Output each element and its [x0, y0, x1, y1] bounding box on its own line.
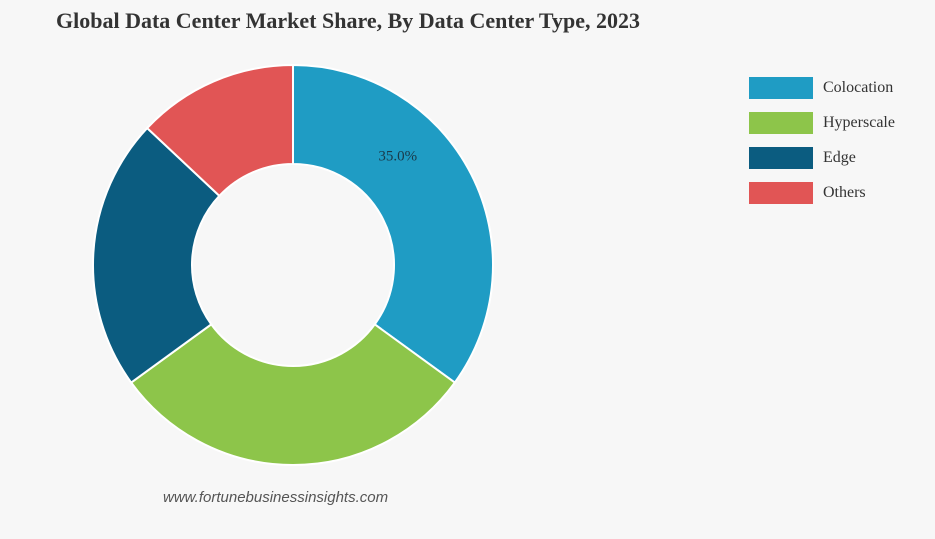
legend-item-edge[interactable]: Edge — [749, 146, 895, 170]
legend-item-hyperscale[interactable]: Hyperscale — [749, 111, 895, 135]
legend-label-hyperscale: Hyperscale — [823, 114, 895, 131]
slice-edge[interactable] — [92, 126, 221, 384]
slice-colocation[interactable] — [292, 63, 494, 384]
source-watermark: www.fortunebusinessinsights.com — [163, 489, 389, 506]
slice-hyperscale[interactable] — [129, 322, 457, 466]
legend-item-colocation[interactable]: Colocation — [749, 76, 895, 100]
legend-label-colocation: Colocation — [823, 79, 894, 96]
legend-item-others[interactable]: Others — [749, 181, 895, 205]
data-label-colocation: 35.0% — [378, 148, 417, 164]
legend-label-edge: Edge — [823, 149, 856, 166]
legend-swatch-others — [749, 182, 813, 204]
legend-swatch-edge — [749, 147, 813, 169]
legend-swatch-colocation — [749, 77, 813, 99]
legend-label-others: Others — [823, 184, 866, 201]
chart-title: Global Data Center Market Share, By Data… — [56, 8, 640, 33]
legend-swatch-hyperscale — [749, 112, 813, 134]
chart-legend: Colocation Hyperscale Edge Others — [749, 76, 895, 216]
slice-others[interactable] — [145, 63, 294, 198]
